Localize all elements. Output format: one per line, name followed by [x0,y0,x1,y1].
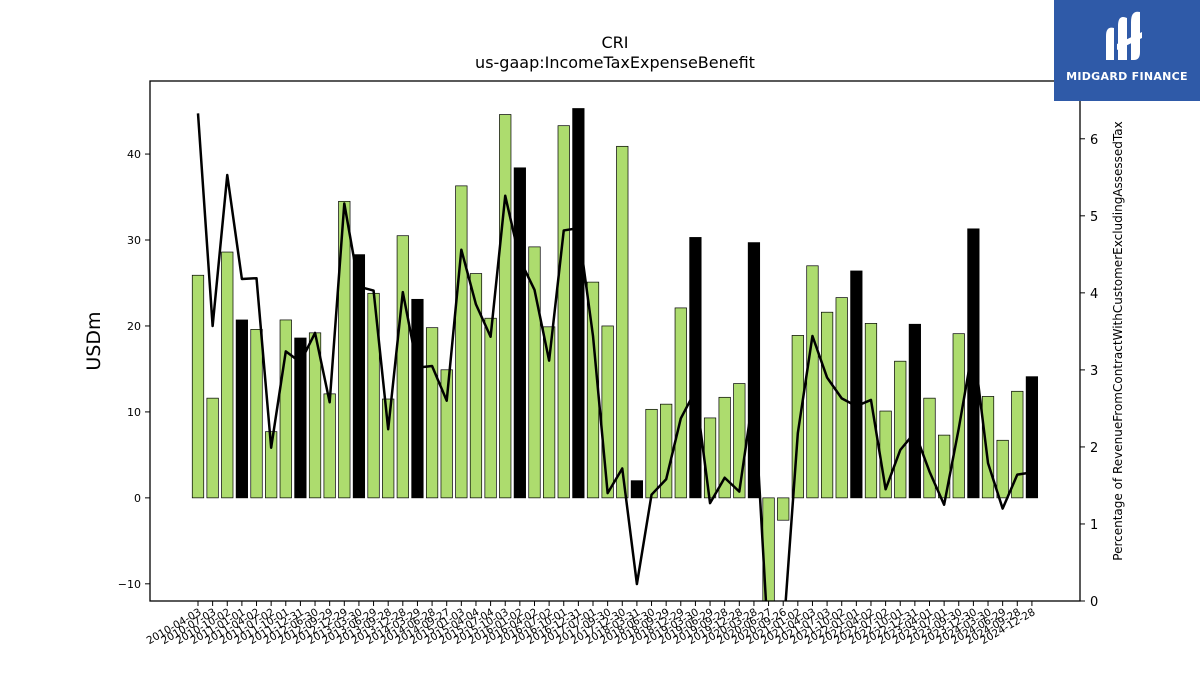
plot-frame [149,80,1081,602]
y2-tick-label: 5 [1090,210,1098,225]
bar [864,323,878,499]
y2-tick-label: 1 [1090,518,1098,533]
y2-axis-label: Percentage of RevenueFromContractWithCus… [1111,121,1125,560]
bar [484,317,497,499]
y2-tick-label: 6 [1090,133,1098,148]
bars-layer [191,108,1039,601]
brand-name: MIDGARD FINANCE [1066,70,1188,83]
y2-tick-label: 4 [1090,287,1098,302]
bar [806,265,819,499]
bar [191,274,205,499]
bar [396,235,409,499]
brand-logo: MIDGARD FINANCE [1054,0,1200,101]
bar [411,298,424,499]
bar [718,396,731,499]
bar [543,326,556,499]
line-layer [196,113,1033,601]
bar [250,329,263,499]
bar [952,333,965,499]
bar [352,254,366,499]
bar [938,434,951,499]
bar [1025,376,1039,499]
bar [279,319,292,499]
bar [908,323,921,499]
y-tick-label: 10 [127,406,141,419]
y-tick-label: −10 [118,578,141,591]
y-tick-label: 40 [127,148,141,161]
bar [777,497,790,521]
y2-tick-label: 0 [1090,595,1098,610]
bar [967,228,980,499]
bar [294,337,307,499]
bar [469,273,483,499]
bar [382,398,395,499]
bar [733,383,746,499]
bar [820,311,834,499]
bar [923,397,936,499]
y2-tick-label: 3 [1090,364,1098,379]
bar [235,319,248,499]
bar [616,145,629,499]
logo-mark-icon [1106,11,1142,60]
bar [455,185,468,499]
bar [265,431,278,499]
series-line [196,113,1033,601]
y-tick-label: 0 [134,492,141,505]
bar [601,325,614,499]
bar [645,408,658,499]
bar [981,396,995,499]
bar [1011,390,1024,499]
y-axis-label: USDm [83,311,105,370]
y2-tick-label: 2 [1090,441,1098,456]
bar [674,307,687,499]
bar [425,327,439,499]
bar [338,200,351,499]
bar [528,246,541,499]
bar [557,125,570,499]
bar [440,369,453,499]
bar [206,397,219,499]
bar [323,393,336,499]
y-tick-label: 30 [127,234,141,247]
chart-subtitle: us-gaap:IncomeTaxExpenseBenefit [475,53,755,72]
bar [630,480,644,499]
chart-title: CRI [601,33,628,52]
bar [747,242,761,499]
y-tick-label: 20 [127,320,141,333]
bar [513,167,526,499]
bar [850,270,863,499]
bar [703,417,717,499]
bar [572,108,585,499]
bar [996,439,1009,499]
bar [791,335,804,499]
bar [894,360,907,499]
bar [221,251,234,499]
bar [689,237,702,499]
bar [499,114,512,499]
